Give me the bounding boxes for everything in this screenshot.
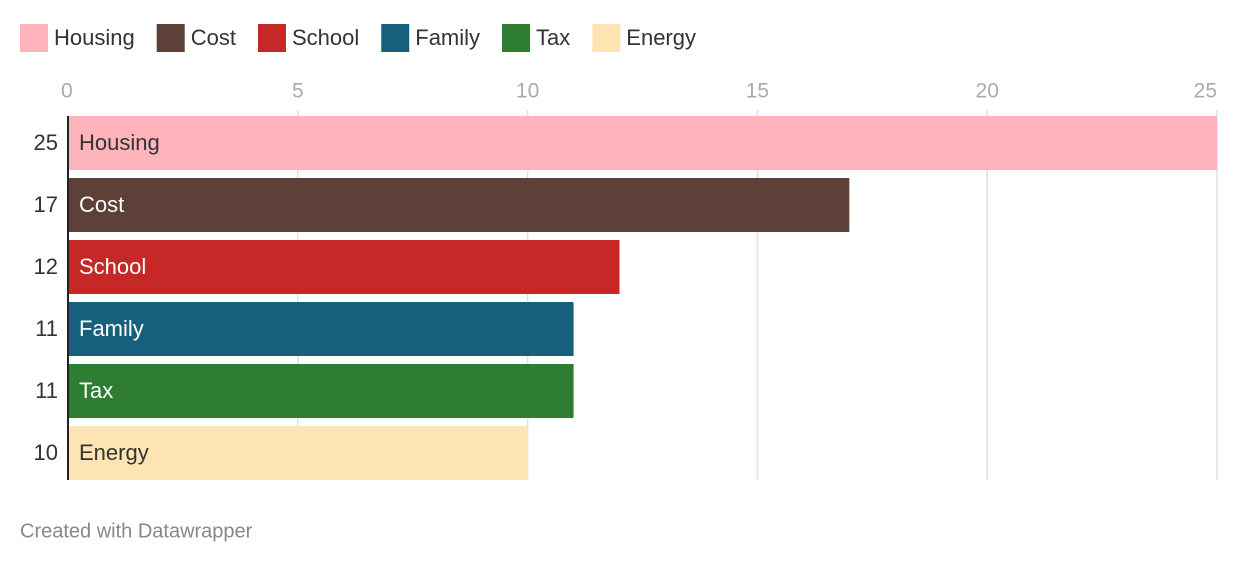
value-label: 11 <box>35 316 58 341</box>
legend-label: Energy <box>626 25 696 50</box>
bar <box>68 302 574 356</box>
legend-swatch <box>381 24 410 52</box>
bar-label: Housing <box>79 130 160 155</box>
legend-swatch <box>257 24 286 52</box>
bar-label: Tax <box>79 378 113 403</box>
legend-label: Tax <box>536 25 570 50</box>
x-tick-label: 0 <box>61 80 73 103</box>
bar <box>68 116 1217 170</box>
legend-label: Cost <box>191 25 236 50</box>
value-label: 17 <box>34 192 58 217</box>
legend-swatch <box>592 24 621 52</box>
x-tick-label: 20 <box>976 80 999 103</box>
bar <box>68 178 850 232</box>
legend-swatch <box>156 24 185 52</box>
value-label: 12 <box>34 254 58 279</box>
legend-label: Family <box>415 25 480 50</box>
credit: Created with Datawrapper <box>20 520 253 542</box>
x-tick-label: 5 <box>292 80 304 103</box>
bar-label: Energy <box>79 440 149 465</box>
bar-label: Family <box>79 316 144 341</box>
value-label: 11 <box>35 378 58 403</box>
legend-swatch <box>502 24 531 52</box>
bar-label: School <box>79 254 146 279</box>
x-tick-label: 25 <box>1194 80 1217 103</box>
bar-label: Cost <box>79 192 124 217</box>
bar <box>68 364 574 418</box>
legend-label: Housing <box>54 25 135 50</box>
value-label: 10 <box>34 440 58 465</box>
legend-swatch <box>20 24 48 52</box>
bar <box>68 426 528 480</box>
legend-label: School <box>292 25 359 50</box>
bar <box>68 240 620 294</box>
x-tick-label: 15 <box>746 80 769 103</box>
x-tick-label: 10 <box>516 80 539 103</box>
value-label: 25 <box>34 130 58 155</box>
